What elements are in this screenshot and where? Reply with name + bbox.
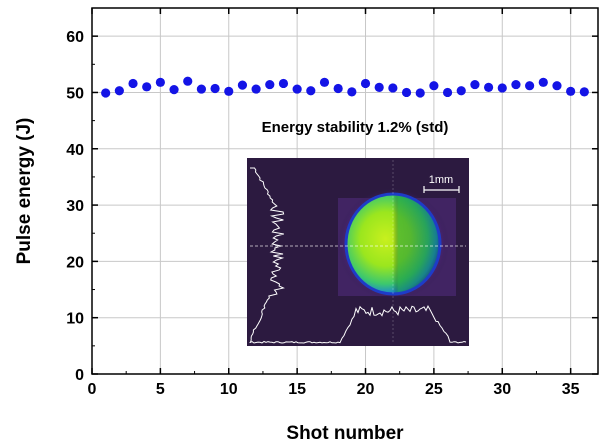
data-point: [169, 85, 179, 95]
data-point: [525, 81, 535, 91]
beam-profile-inset: 1mm: [247, 158, 469, 346]
data-point: [511, 79, 521, 90]
scale-bar-label: 1mm: [429, 174, 453, 186]
data-point: [142, 82, 152, 92]
data-point: [237, 80, 248, 90]
plot-frame: [91, 7, 599, 375]
data-point: [333, 83, 343, 94]
data-point: [251, 84, 261, 94]
data-points: [101, 76, 589, 98]
data-point: [101, 88, 111, 98]
x-tick-label: 0: [88, 381, 97, 398]
data-point: [456, 86, 466, 96]
data-point: [292, 84, 302, 94]
horizontal-lineout-profile: [249, 305, 467, 344]
data-point: [388, 83, 398, 93]
y-tick-label: 60: [66, 29, 84, 46]
data-point: [579, 87, 589, 97]
axis-ticks: 0 5 10 15 20 25 30 35 0 10 20 30 40 50 60: [66, 8, 598, 398]
stability-annotation: Energy stability 1.2% (std): [262, 119, 449, 136]
data-point: [347, 87, 357, 97]
y-axis-label: Pulse energy (J): [14, 118, 35, 265]
data-point: [128, 78, 138, 89]
data-point: [442, 87, 453, 98]
beam-spot-shade: [346, 194, 440, 294]
data-point: [538, 77, 548, 87]
data-point: [470, 79, 480, 90]
data-point: [360, 78, 371, 89]
data-point: [196, 84, 207, 94]
x-tick-label: 20: [357, 381, 375, 398]
x-tick-label: 30: [493, 381, 511, 398]
data-point: [374, 82, 384, 92]
data-point: [210, 83, 220, 94]
y-tick-label: 0: [75, 367, 84, 384]
data-point: [306, 86, 316, 96]
y-tick-label: 50: [66, 85, 84, 102]
beam-edge: [344, 192, 442, 296]
y-tick-label: 10: [66, 311, 84, 328]
x-tick-label: 15: [288, 381, 306, 398]
data-point: [401, 87, 412, 98]
data-point: [429, 81, 439, 91]
y-tick-label: 20: [66, 254, 84, 271]
data-point: [497, 83, 507, 93]
data-point: [319, 77, 330, 87]
y-tick-label: 30: [66, 198, 84, 215]
vertical-lineout-profile: [250, 167, 285, 343]
data-point: [224, 86, 234, 96]
x-tick-label: 5: [156, 381, 165, 398]
data-point: [183, 76, 193, 86]
data-point: [155, 77, 165, 87]
y-tick-label: 40: [66, 142, 84, 159]
data-point: [483, 82, 494, 92]
data-point: [114, 86, 124, 96]
x-tick-label: 35: [562, 381, 580, 398]
data-point: [265, 79, 275, 90]
data-point: [278, 78, 289, 89]
data-point: [566, 86, 576, 96]
x-tick-label: 10: [220, 381, 238, 398]
x-axis-label: Shot number: [286, 423, 404, 444]
data-point: [415, 88, 425, 98]
x-tick-label: 25: [425, 381, 443, 398]
data-point: [552, 81, 562, 91]
